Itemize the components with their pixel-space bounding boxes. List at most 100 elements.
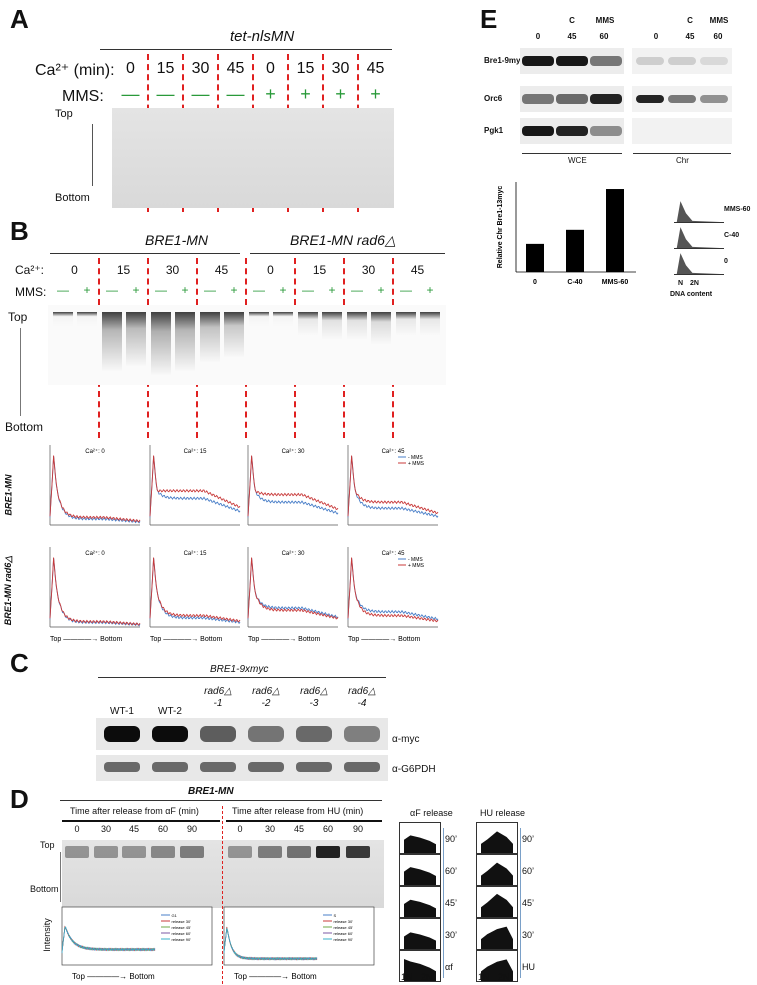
facs-fill (481, 862, 513, 885)
panel-b-time-label: 15 (312, 263, 327, 277)
panel-d-lane (151, 846, 175, 858)
panel-a-time-label: 45 (226, 60, 245, 77)
panel-d-bottom-label: Bottom (30, 884, 59, 894)
panel-e-facs-peak (674, 253, 720, 274)
panel-c-row2-label: α-G6PDH (392, 764, 436, 775)
legend-label: + MMS (408, 563, 425, 569)
panel-e-facs-title: DNA content (670, 291, 713, 298)
panel-b-mms-mark: + (83, 283, 91, 297)
panel-b-mms-mark: — (351, 283, 363, 297)
panel-e-blot-chr (632, 118, 732, 144)
profile-line (223, 928, 317, 961)
e-tick-label: C-40 (567, 279, 582, 286)
panel-c-lane-label: rad6△ -3 (300, 686, 328, 709)
plot-title: Ca²⁺: 15 (184, 550, 208, 557)
legend-label: - MMS (408, 455, 423, 461)
panel-e-wce-label: WCE (568, 156, 587, 165)
panel-e-facs-label: 0 (724, 258, 728, 265)
panel-b-mms-mark: — (204, 283, 216, 297)
panel-b-mms-mark: — (57, 283, 69, 297)
panel-b-lane (371, 312, 391, 345)
panel-b-row2-label: BRE1-MN rad6△ (3, 555, 14, 626)
panel-d-left-header: Time after release from αF (min) (70, 806, 199, 816)
panel-c-g6pdh-band (200, 762, 236, 772)
panel-b-top-label: Top (8, 310, 28, 324)
plot-frame (61, 906, 213, 966)
panel-b-lane (151, 312, 171, 376)
panel-d-rule (60, 800, 382, 801)
profile-plot: Ca²⁺: 15 (149, 445, 241, 526)
panel-e-col-bottom: 0 (535, 32, 541, 41)
panel-b-lane (249, 312, 269, 327)
panel-e-col-bottom: 60 (713, 32, 723, 41)
plot-title: Ca²⁺: 0 (85, 448, 105, 455)
profile-plot: Ca²⁺: 30 (247, 445, 339, 526)
panel-c-letter: C (10, 648, 29, 678)
profile-line (247, 455, 339, 518)
legend-label: S (334, 913, 337, 918)
profile-line (347, 455, 439, 517)
panel-c-g6pdh-band (296, 762, 332, 772)
panel-a-mms-mark: + (335, 84, 346, 104)
panel-e-band-wce (590, 94, 622, 104)
panel-d-lane (258, 846, 282, 858)
legend-label: G1 (172, 913, 178, 918)
panel-d-top-label: Top (40, 840, 55, 850)
panel-a-mms-mark: — (156, 84, 175, 104)
facs-fill (404, 835, 436, 853)
panel-e-band-chr (700, 95, 728, 103)
panel-c-g6pdh-band (152, 762, 188, 772)
panel-b-lane (224, 312, 244, 358)
panel-e-facs-label: MMS-60 (724, 206, 751, 213)
panel-e-chr-rule (633, 153, 731, 154)
panel-b-lane (273, 312, 293, 327)
panel-b-rule-right (250, 253, 445, 254)
panel-d-lane (122, 846, 146, 858)
facs-axis-2n: 2N (421, 972, 433, 982)
panel-d-divider (222, 806, 223, 984)
panel-c-myc-band (344, 726, 380, 742)
panel-b-lane (396, 312, 416, 336)
facs-histogram (399, 886, 441, 918)
facs-label: HU (522, 962, 535, 972)
panel-b-lane (322, 312, 342, 340)
panel-a-title: tet-nlsMN (230, 28, 295, 45)
panel-b-mms-mark: — (302, 283, 314, 297)
panel-e-row-label: Bre1-9myc (484, 56, 525, 65)
panel-b-mms-mark: + (426, 283, 434, 297)
profile-line (347, 557, 439, 623)
panel-e-row-label: Pgk1 (484, 126, 504, 135)
facs-label: 45’ (445, 898, 458, 908)
panel-c-blot-myc (96, 718, 388, 750)
legend-label: release 45' (334, 925, 354, 930)
profile-line (149, 557, 241, 623)
plot-title: Ca²⁺: 0 (85, 550, 105, 557)
panel-a-mms-mark: — (226, 84, 245, 104)
panel-e-band-wce (556, 126, 588, 136)
facs-histogram (476, 822, 518, 854)
plot-title: Ca²⁺: 30 (282, 448, 306, 455)
panel-b-ca-label: Ca²⁺: (15, 263, 45, 277)
panel-d-time-label: 0 (237, 824, 243, 834)
panel-b-mms-mark: — (253, 283, 265, 297)
facs-fill (404, 932, 436, 949)
panel-a-gel (112, 108, 394, 208)
panel-e-band-chr (700, 57, 728, 65)
panel-a-letter: A (10, 4, 29, 34)
panel-e-facs-axis-2n: 2N (690, 280, 699, 287)
panel-d-lane (346, 846, 370, 858)
panel-e-band-chr (636, 57, 664, 65)
panel-e-facs-baseline (674, 248, 724, 249)
panel-b-title-left: BRE1-MN (145, 232, 209, 248)
plot-axis-label: Top ————→ Bottom (72, 972, 155, 981)
panel-b-mms-mark: — (155, 283, 167, 297)
panel-e-col-bottom: 60 (599, 32, 609, 41)
panel-e-row-label: Orc6 (484, 94, 503, 103)
facs-histogram (476, 854, 518, 886)
panel-a-ca-label: Ca²⁺ (min): (35, 62, 115, 79)
panel-e-band-chr (668, 95, 696, 103)
panel-d-ylabel: Intensity (41, 918, 52, 952)
facs-axis-2n: 2N (498, 972, 510, 982)
panel-e-band-chr (668, 57, 696, 65)
panel-b-mms-mark: — (400, 283, 412, 297)
